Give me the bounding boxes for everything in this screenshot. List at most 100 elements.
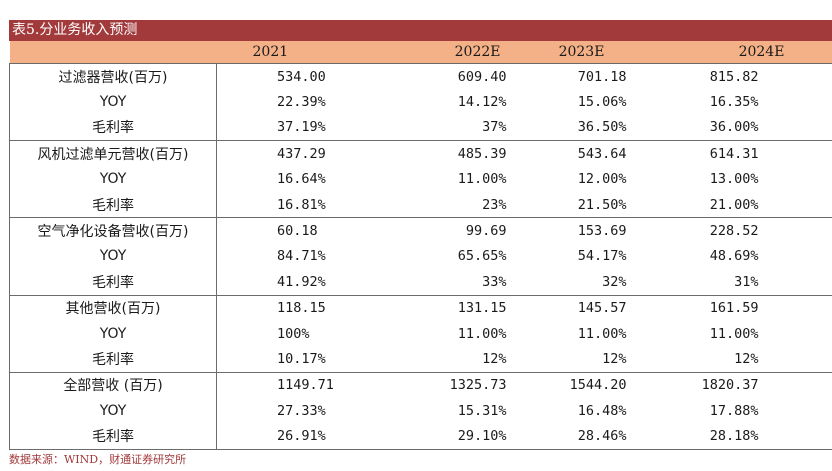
header-cell-2022e: 2022E — [355, 41, 533, 64]
row-label: 其他营收(百万) — [9, 294, 217, 321]
value-cell: 228.52 — [630, 217, 832, 244]
header-cell-2023e: 2023E — [532, 41, 631, 64]
value-cell: 48.69% — [709, 248, 759, 265]
value-cell: 65.65% — [457, 248, 507, 265]
value-cell: 543.64 — [532, 140, 631, 167]
value-cell: 54.17% — [577, 248, 627, 265]
value-cell: 16.48% — [577, 402, 627, 419]
table-row: YOY 100% 11.00% 11.00% 11.00% — [9, 320, 832, 347]
value-cell: 28.18% — [630, 423, 832, 450]
value-cell: 17.88% — [709, 402, 759, 419]
value-cell: 29.10% — [355, 423, 533, 450]
row-label: 空气净化设备营收(百万) — [9, 217, 217, 244]
value-cell: 28.46% — [532, 423, 631, 450]
value-cell: 815.82 — [630, 63, 832, 90]
table-row: 全部营收 (百万) 1149.71 1325.73 1544.20 1820.37 — [9, 371, 832, 399]
table-row: 毛利率 16.81% 23% 21.50% 21.00% — [9, 191, 832, 218]
header-row: 2021 2022E 2023E 2024E — [9, 41, 832, 64]
value-cell: 21.00% — [709, 196, 759, 213]
row-label: YOY — [9, 166, 217, 192]
row-label: 毛利率 — [9, 346, 217, 373]
value-cell: 27.33% — [277, 402, 326, 419]
value-cell: 701.18 — [532, 63, 631, 90]
value-cell: 11.00% — [457, 325, 507, 342]
value-cell: 614.31 — [630, 140, 832, 167]
table-row: 其他营收(百万) 118.15 131.15 145.57 161.59 — [9, 294, 832, 321]
table-row: YOY 27.33% 15.31% 16.48% 17.88% — [9, 398, 832, 424]
source-note: 数据来源：WIND，财通证券研究所 — [9, 453, 187, 466]
table-row: 毛利率 26.91% 29.10% 28.46% 28.18% — [9, 423, 832, 450]
row-label: 过滤器营收(百万) — [9, 63, 217, 90]
table-row: 过滤器营收(百万) 534.00 609.40 701.18 815.82 — [9, 63, 832, 90]
row-label: 风机过滤单元营收(百万) — [9, 140, 217, 167]
value-cell: 15.06% — [577, 94, 627, 111]
value-cell: 37% — [482, 119, 507, 136]
value-cell: 23% — [482, 196, 507, 213]
table-title: 表5.分业务收入预测 — [9, 20, 832, 41]
value-cell: 22.39% — [277, 94, 326, 111]
row-label: 毛利率 — [9, 191, 217, 218]
value-cell: 21.50% — [577, 196, 627, 213]
value-cell: 16.35% — [709, 94, 759, 111]
value-cell: 11.00% — [457, 171, 507, 188]
table-row: 毛利率 10.17% 12% 12% 12% — [9, 346, 832, 373]
table-row: YOY 22.39% 14.12% 15.06% 16.35% — [9, 89, 832, 115]
value-cell: 1325.73 — [355, 371, 533, 399]
row-label: 毛利率 — [9, 269, 217, 296]
value-cell: 15.31% — [457, 402, 507, 419]
value-cell: 13.00% — [709, 171, 759, 188]
row-label: YOY — [9, 243, 217, 270]
value-cell: 10.17% — [277, 350, 326, 367]
table-row: 毛利率 41.92% 33% 32% 31% — [9, 269, 832, 296]
table-row: 毛利率 37.19% 37% 36.50% 36.00% — [9, 114, 832, 141]
row-label: YOY — [9, 89, 217, 115]
value-cell: 11.00% — [709, 325, 759, 342]
row-label: 全部营收 (百万) — [9, 371, 217, 399]
value-cell: 84.71% — [277, 248, 326, 265]
row-label: YOY — [9, 398, 217, 424]
value-cell: 161.59 — [630, 294, 832, 321]
value-cell: 33% — [482, 273, 507, 290]
row-label: 毛利率 — [9, 423, 217, 450]
header-cell-2021: 2021 — [216, 41, 356, 64]
value-cell: 36.50% — [577, 119, 627, 136]
value-cell: 485.39 — [355, 140, 533, 167]
table-row: 空气净化设备营收(百万) 60.18 99.69 153.69 228.52 — [9, 217, 832, 244]
table-row: YOY 16.64% 11.00% 12.00% 13.00% — [9, 166, 832, 192]
value-cell: 100% — [277, 325, 310, 342]
value-cell: 14.12% — [457, 94, 507, 111]
table-row: 风机过滤单元营收(百万) 437.29 485.39 543.64 614.31 — [9, 140, 832, 167]
value-cell: 12% — [482, 350, 507, 367]
value-cell: 60.18 — [216, 217, 356, 244]
value-cell: 153.69 — [532, 217, 631, 244]
value-cell: 534.00 — [216, 63, 356, 90]
value-cell: 437.29 — [216, 140, 356, 167]
table-body: 过滤器营收(百万) 534.00 609.40 701.18 815.82 YOY 22.3… — [9, 63, 832, 450]
value-cell: 41.92% — [277, 273, 326, 290]
value-cell: 36.00% — [709, 119, 759, 136]
value-cell: 118.15 — [216, 294, 356, 321]
value-cell: 131.15 — [355, 294, 533, 321]
table-row: YOY 84.71% 65.65% 54.17% 48.69% — [9, 243, 832, 270]
value-cell: 12% — [734, 350, 759, 367]
value-cell: 31% — [734, 273, 759, 290]
value-cell: 32% — [602, 273, 627, 290]
value-cell: 1544.20 — [532, 371, 631, 399]
value-cell: 1820.37 — [630, 371, 832, 399]
value-cell: 16.64% — [277, 171, 326, 188]
value-cell: 1149.71 — [216, 371, 356, 399]
value-cell: 99.69 — [355, 217, 533, 244]
value-cell: 12% — [602, 350, 627, 367]
value-cell: 12.00% — [577, 171, 627, 188]
value-cell: 26.91% — [216, 423, 356, 450]
value-cell: 11.00% — [577, 325, 627, 342]
value-cell: 609.40 — [355, 63, 533, 90]
value-cell: 37.19% — [277, 119, 326, 136]
value-cell: 16.81% — [277, 196, 326, 213]
row-label: 毛利率 — [9, 114, 217, 141]
row-label: YOY — [9, 320, 217, 347]
value-cell: 145.57 — [532, 294, 631, 321]
revenue-forecast-table: 2021 2022E 2023E 2024E 过滤器营收(百万) 534.00 60… — [9, 41, 832, 450]
header-cell-2024e: 2024E — [630, 41, 832, 64]
header-cell-blank — [9, 41, 217, 64]
